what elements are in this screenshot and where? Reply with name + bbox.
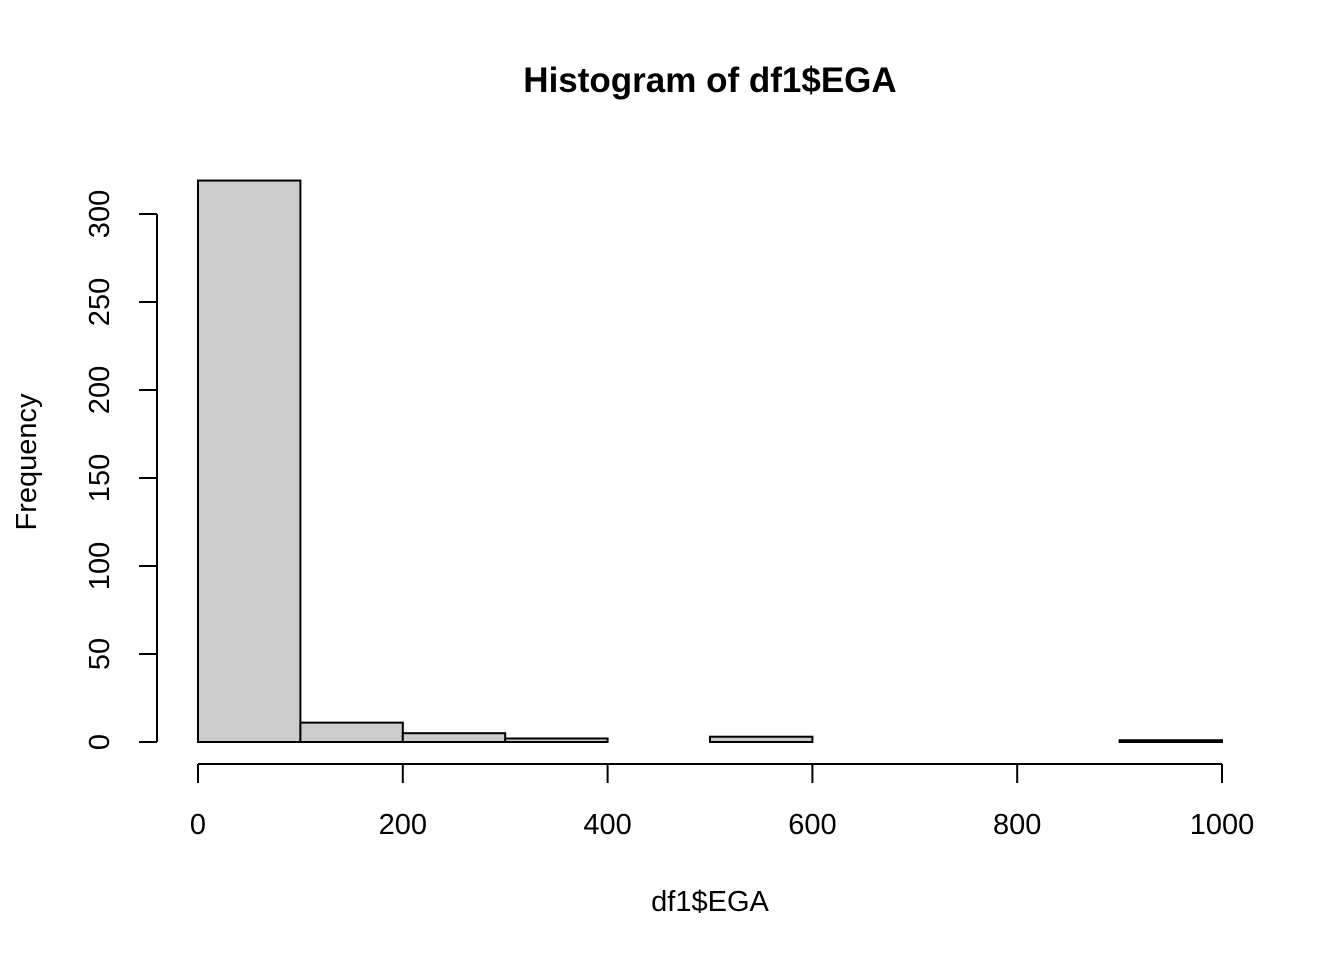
x-tick-label-1000: 1000 (1190, 809, 1255, 841)
x-tick-label-200: 200 (379, 809, 427, 841)
x-tick-label-400: 400 (583, 809, 631, 841)
x-tick-label-800: 800 (993, 809, 1041, 841)
y-tick-label-150: 150 (84, 454, 116, 502)
bars-group (197, 179, 1223, 744)
y-tick-label-250: 250 (84, 278, 116, 326)
histogram-bar-200-300 (401, 732, 507, 744)
y-tick-label-300: 300 (84, 190, 116, 238)
histogram-bar-300-400 (504, 737, 609, 743)
y-axis-label: Frequency (11, 393, 43, 531)
histogram-bar-900-1000 (1118, 739, 1223, 743)
y-tick-label-200: 200 (84, 366, 116, 414)
x-tick-label-0: 0 (190, 809, 206, 841)
y-tick-label-50: 50 (84, 638, 116, 670)
y-tick-label-100: 100 (84, 542, 116, 590)
x-axis: 0 200 400 600 800 1000 (190, 763, 1255, 841)
chart-title: Histogram of df1$EGA (523, 61, 896, 100)
x-axis-label: df1$EGA (651, 886, 769, 918)
x-tick-label-600: 600 (788, 809, 836, 841)
histogram-bar-100-200 (299, 721, 404, 744)
y-axis: 0 50 100 150 200 250 300 (84, 190, 158, 750)
histogram-bar-500-600 (709, 735, 814, 743)
histogram-bar-0-100 (197, 179, 302, 743)
y-tick-label-0: 0 (84, 734, 116, 750)
